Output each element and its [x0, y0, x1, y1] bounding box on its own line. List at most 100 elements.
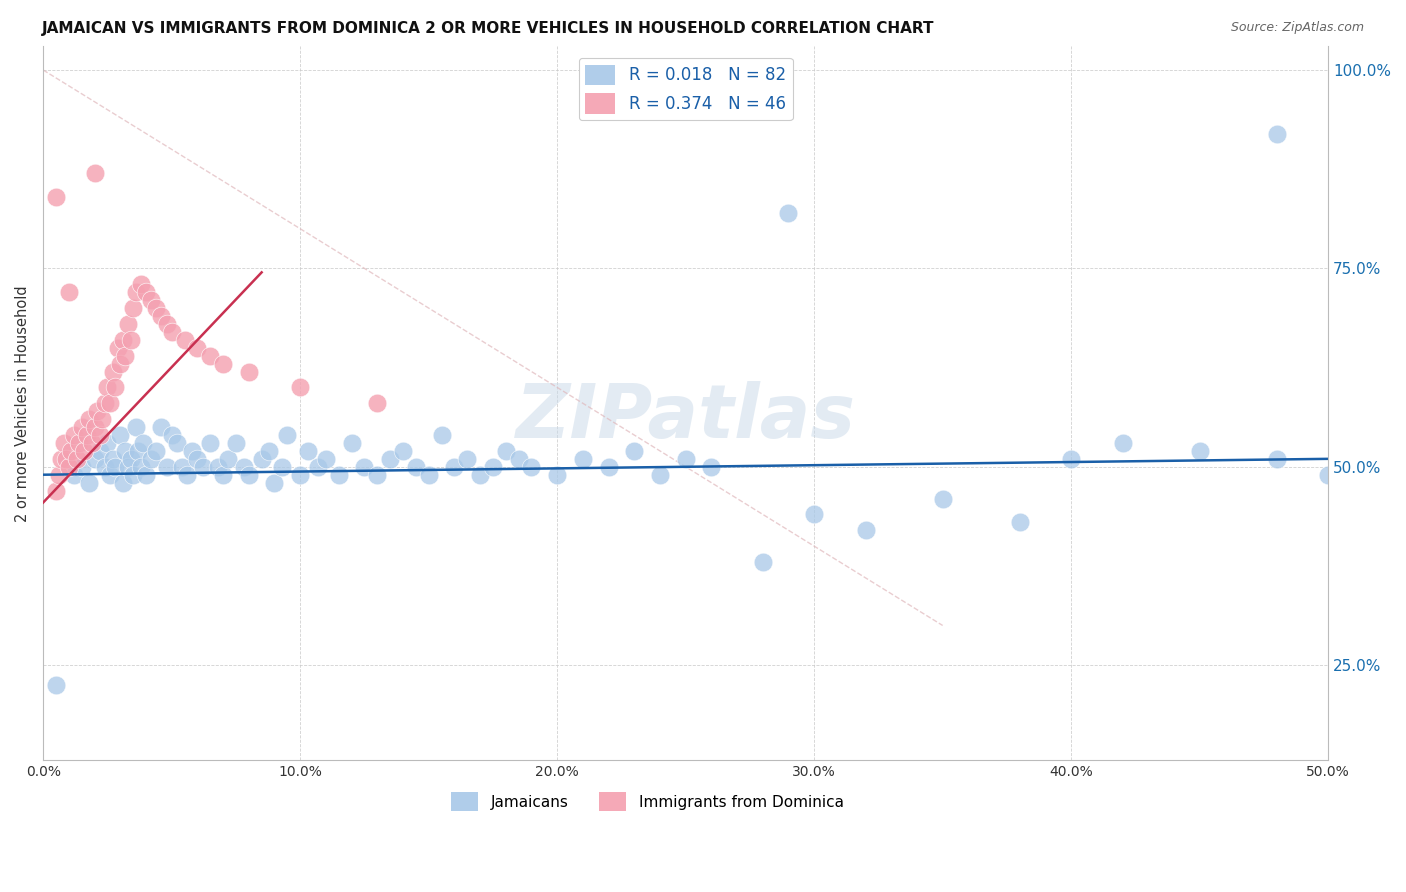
Point: [45, 678, 67, 692]
Point: [70, 459, 93, 474]
Point: [176, 467, 198, 482]
Point: [110, 357, 132, 371]
Text: ZIPatlas: ZIPatlas: [516, 381, 856, 454]
Point: [315, 451, 337, 466]
Point: [135, 467, 157, 482]
Point: [45, 483, 67, 498]
Point: [122, 301, 145, 315]
Point: [353, 459, 375, 474]
Point: [366, 467, 388, 482]
Point: [98, 396, 121, 410]
Point: [63, 428, 86, 442]
Point: [170, 459, 193, 474]
Point: [150, 309, 173, 323]
Point: [58, 459, 80, 474]
Point: [127, 444, 149, 458]
Point: [51, 451, 73, 466]
Point: [79, 475, 101, 490]
Point: [250, 451, 273, 466]
Point: [166, 436, 188, 450]
Point: [648, 467, 671, 482]
Point: [212, 467, 235, 482]
Point: [104, 380, 127, 394]
Point: [259, 444, 281, 458]
Point: [155, 459, 177, 474]
Point: [232, 459, 254, 474]
Point: [52, 436, 75, 450]
Point: [125, 285, 148, 300]
Point: [63, 467, 86, 482]
Point: [752, 555, 775, 569]
Point: [80, 436, 103, 450]
Point: [89, 428, 111, 442]
Point: [468, 467, 491, 482]
Point: [307, 459, 329, 474]
Point: [546, 467, 568, 482]
Text: JAMAICAN VS IMMIGRANTS FROM DOMINICA 2 OR MORE VEHICLES IN HOUSEHOLD CORRELATION: JAMAICAN VS IMMIGRANTS FROM DOMINICA 2 O…: [42, 21, 935, 36]
Point: [430, 428, 453, 442]
Point: [378, 451, 401, 466]
Point: [94, 396, 117, 410]
Point: [443, 459, 465, 474]
Point: [290, 467, 312, 482]
Point: [160, 325, 183, 339]
Point: [98, 467, 121, 482]
Point: [598, 459, 620, 474]
Point: [70, 420, 93, 434]
Point: [94, 459, 117, 474]
Point: [83, 420, 105, 434]
Text: Source: ZipAtlas.com: Source: ZipAtlas.com: [1230, 21, 1364, 34]
Point: [405, 459, 427, 474]
Point: [145, 444, 167, 458]
Point: [418, 467, 440, 482]
Point: [55, 451, 77, 466]
Point: [200, 436, 222, 450]
Point: [181, 444, 204, 458]
Point: [58, 285, 80, 300]
Point: [107, 341, 129, 355]
Point: [276, 428, 298, 442]
Point: [110, 428, 132, 442]
Point: [212, 357, 235, 371]
Point: [238, 467, 260, 482]
Point: [155, 317, 177, 331]
Point: [83, 166, 105, 180]
Point: [139, 451, 162, 466]
Point: [150, 420, 173, 434]
Point: [1317, 467, 1340, 482]
Point: [186, 451, 208, 466]
Point: [117, 317, 139, 331]
Point: [1265, 451, 1288, 466]
Point: [520, 459, 543, 474]
Point: [160, 428, 183, 442]
Point: [145, 301, 167, 315]
Point: [86, 404, 108, 418]
Point: [328, 467, 350, 482]
Point: [238, 365, 260, 379]
Point: [700, 459, 723, 474]
Point: [173, 333, 195, 347]
Point: [79, 412, 101, 426]
Point: [572, 451, 595, 466]
Point: [96, 436, 118, 450]
Point: [217, 451, 239, 466]
Point: [200, 349, 222, 363]
Point: [623, 444, 645, 458]
Point: [114, 444, 136, 458]
Y-axis label: 2 or more Vehicles in Household: 2 or more Vehicles in Household: [15, 285, 30, 522]
Legend: Jamaicans, Immigrants from Dominica: Jamaicans, Immigrants from Dominica: [444, 786, 849, 817]
Point: [122, 467, 145, 482]
Point: [135, 285, 157, 300]
Point: [111, 475, 134, 490]
Point: [129, 459, 152, 474]
Point: [456, 451, 478, 466]
Point: [65, 451, 87, 466]
Point: [508, 451, 530, 466]
Point: [290, 380, 312, 394]
Point: [89, 444, 111, 458]
Point: [675, 451, 697, 466]
Point: [186, 341, 208, 355]
Point: [931, 491, 953, 506]
Point: [96, 380, 118, 394]
Point: [1188, 444, 1211, 458]
